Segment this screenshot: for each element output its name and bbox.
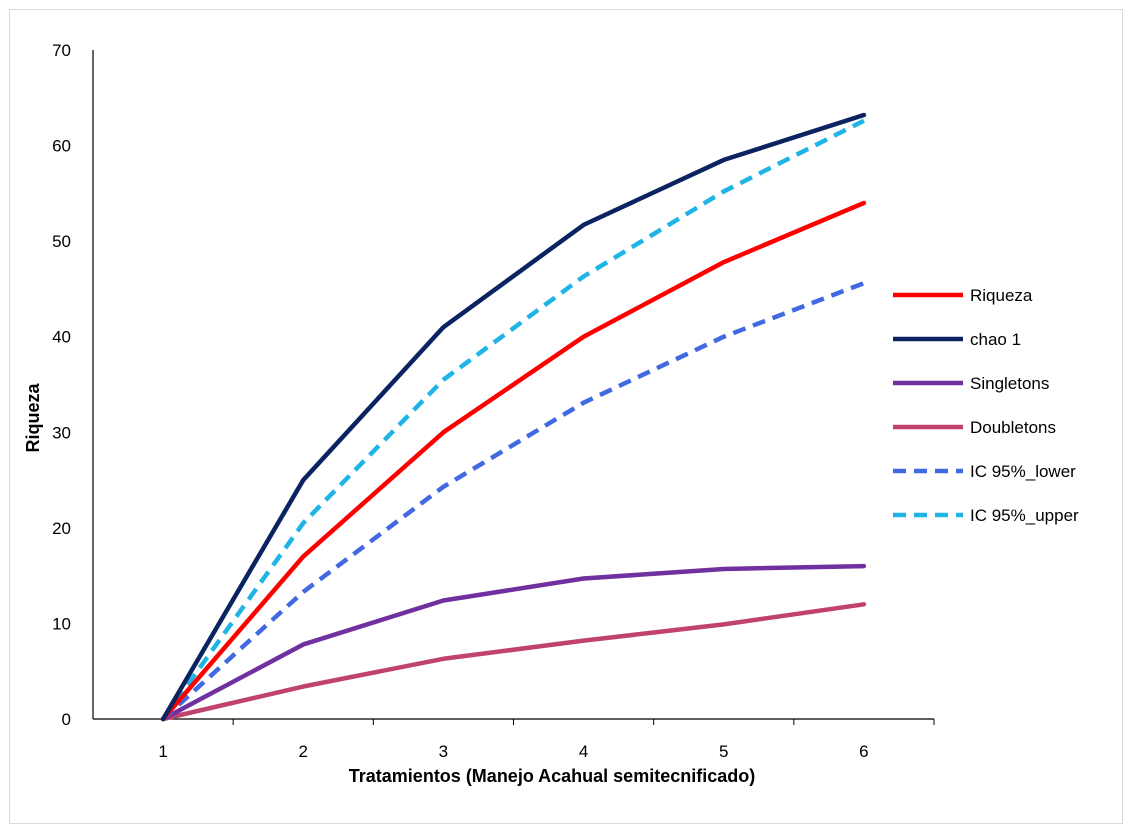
chart-frame (9, 9, 1123, 824)
y-tick-label: 10 (52, 614, 71, 633)
series-layer (160, 112, 867, 722)
legend-label: Singletons (970, 374, 1049, 393)
legend-label: Riqueza (970, 286, 1033, 305)
series-line-singletons (160, 563, 867, 722)
legend-label: IC 95%_upper (970, 506, 1079, 525)
y-axis-ticks: 0 10 20 30 40 50 60 70 (52, 41, 71, 729)
y-tick-label: 30 (52, 423, 71, 442)
y-tick-label: 60 (52, 137, 71, 156)
x-tick-label: 4 (579, 742, 588, 761)
y-axis-title: Riqueza (23, 383, 43, 453)
x-tick-label: 3 (439, 742, 448, 761)
y-tick-label: 70 (52, 41, 71, 60)
legend-label: IC 95%_lower (970, 462, 1076, 481)
series-line-ic-95-lower (161, 281, 865, 721)
series-line-chao-1 (160, 112, 867, 722)
x-tick-label: 1 (158, 742, 167, 761)
x-axis-ticks: 1 2 3 4 5 6 (158, 719, 935, 761)
x-tick-label: 6 (859, 742, 868, 761)
x-axis-title: Tratamientos (Manejo Acahual semitecnifi… (349, 766, 755, 786)
legend-label: chao 1 (970, 330, 1021, 349)
x-tick-label: 5 (719, 742, 728, 761)
series-line-riqueza (160, 200, 867, 722)
y-tick-label: 0 (62, 710, 71, 729)
y-tick-label: 50 (52, 232, 71, 251)
series-line-doubletons (160, 602, 867, 722)
legend-label: Doubletons (970, 418, 1056, 437)
legend: Riqueza chao 1 Singletons Doubletons IC 95%_… (893, 286, 1079, 525)
x-tick-label: 2 (299, 742, 308, 761)
y-tick-label: 20 (52, 519, 71, 538)
series-line-ic-95-upper (161, 118, 865, 721)
y-tick-label: 40 (52, 328, 71, 347)
